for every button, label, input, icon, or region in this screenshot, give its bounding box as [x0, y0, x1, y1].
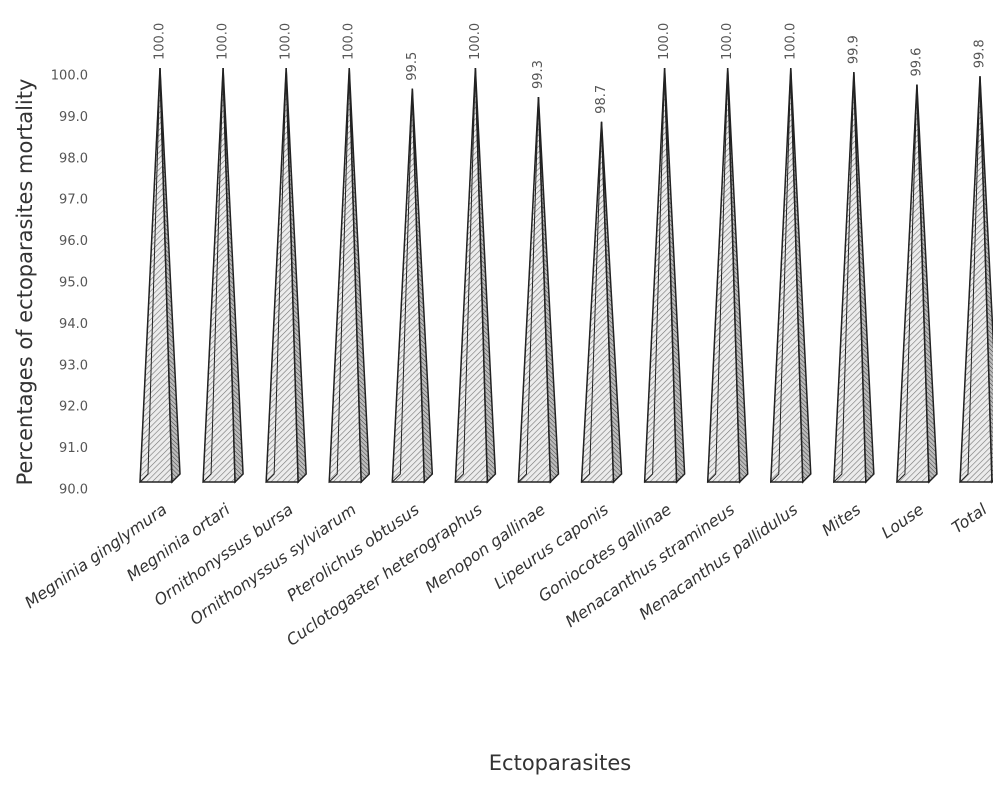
- pyramid: [897, 85, 937, 482]
- y-axis-title: Percentages of ectoparasites mortality: [13, 79, 37, 486]
- y-tick-label: 100.0: [51, 69, 88, 84]
- x-tick-label: Mites: [818, 500, 864, 540]
- pyramid: [582, 122, 622, 482]
- x-tick-label: Menopon gallinae: [422, 500, 549, 597]
- y-tick-label: 93.0: [59, 358, 88, 373]
- chart: Percentages of ectoparasites mortality E…: [0, 0, 993, 782]
- pyramid: [518, 97, 558, 482]
- y-tick-label: 90.0: [59, 483, 88, 498]
- y-tick-label: 96.0: [59, 234, 88, 249]
- pyramid: [645, 68, 685, 482]
- x-axis-title: Ectoparasites: [489, 751, 631, 775]
- value-label: 100.0: [468, 23, 483, 60]
- pyramid: [140, 68, 180, 482]
- y-tick-label: 91.0: [59, 441, 88, 456]
- value-label: 99.5: [405, 52, 420, 81]
- pyramid: [455, 68, 495, 482]
- pyramid: [392, 89, 432, 482]
- y-tick-label: 99.0: [59, 110, 88, 125]
- y-tick-label: 95.0: [59, 276, 88, 291]
- pyramid: [708, 68, 748, 482]
- pyramid: [266, 68, 306, 482]
- value-label: 99.9: [846, 35, 861, 64]
- value-label: 99.8: [973, 39, 988, 68]
- x-tick-label: Total: [948, 499, 991, 537]
- value-label: 100.0: [657, 23, 672, 60]
- value-label: 100.0: [216, 23, 231, 60]
- y-tick-label: 98.0: [59, 151, 88, 166]
- pyramid: [329, 68, 369, 482]
- pyramid: [834, 72, 874, 482]
- pyramid: [771, 68, 811, 482]
- value-label: 98.7: [594, 85, 609, 114]
- value-label: 99.3: [531, 60, 546, 89]
- y-tick-label: 92.0: [59, 400, 88, 415]
- y-tick-label: 94.0: [59, 317, 88, 332]
- x-tick-label: Louse: [878, 500, 928, 543]
- value-label: 100.0: [783, 23, 798, 60]
- y-tick-label: 97.0: [59, 193, 88, 208]
- pyramid: [203, 68, 243, 482]
- value-label: 100.0: [279, 23, 294, 60]
- value-label: 100.0: [342, 23, 357, 60]
- x-tick-label: Megninia ortari: [123, 499, 234, 584]
- pyramid: [960, 76, 993, 482]
- value-label: 100.0: [720, 23, 735, 60]
- value-label: 100.0: [153, 23, 168, 60]
- value-label: 99.6: [909, 48, 924, 77]
